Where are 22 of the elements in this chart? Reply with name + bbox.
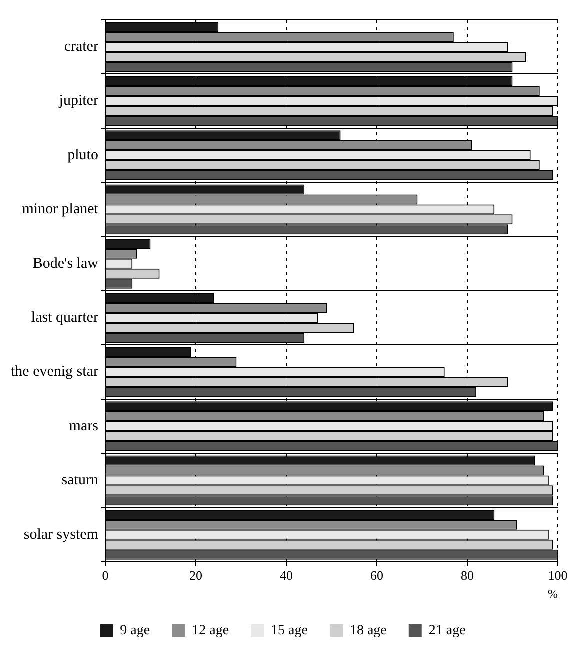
y-tick-label: mars (69, 418, 99, 434)
y-tick-label: minor planet (22, 202, 100, 218)
x-tick-label: 80 (460, 568, 474, 584)
legend-label: 12 age (192, 624, 230, 639)
legend-label: 18 age (350, 624, 387, 639)
legend-label: 21 age (428, 624, 466, 639)
y-tick-label: saturn (62, 472, 99, 489)
x-tick-label: 60 (370, 568, 384, 584)
x-tick-label: 20 (189, 568, 202, 584)
legend-label: 9 age (120, 624, 150, 639)
x-axis-title: % (548, 586, 558, 601)
y-tick-label: solar system (24, 526, 99, 543)
x-tick-label: 0 (102, 568, 109, 584)
legend-label: 15 age (271, 624, 308, 639)
y-tick-label: pluto (68, 147, 98, 164)
x-tick-label: 100 (548, 568, 568, 584)
y-tick-label: the evenig star (10, 364, 98, 380)
y-tick-label: last quarter (31, 310, 98, 326)
y-tick-label: jupiter (58, 93, 98, 110)
y-tick-label: crater (64, 39, 98, 56)
x-tick-label: 40 (280, 568, 293, 584)
y-tick-label: Bode's law (32, 256, 99, 272)
